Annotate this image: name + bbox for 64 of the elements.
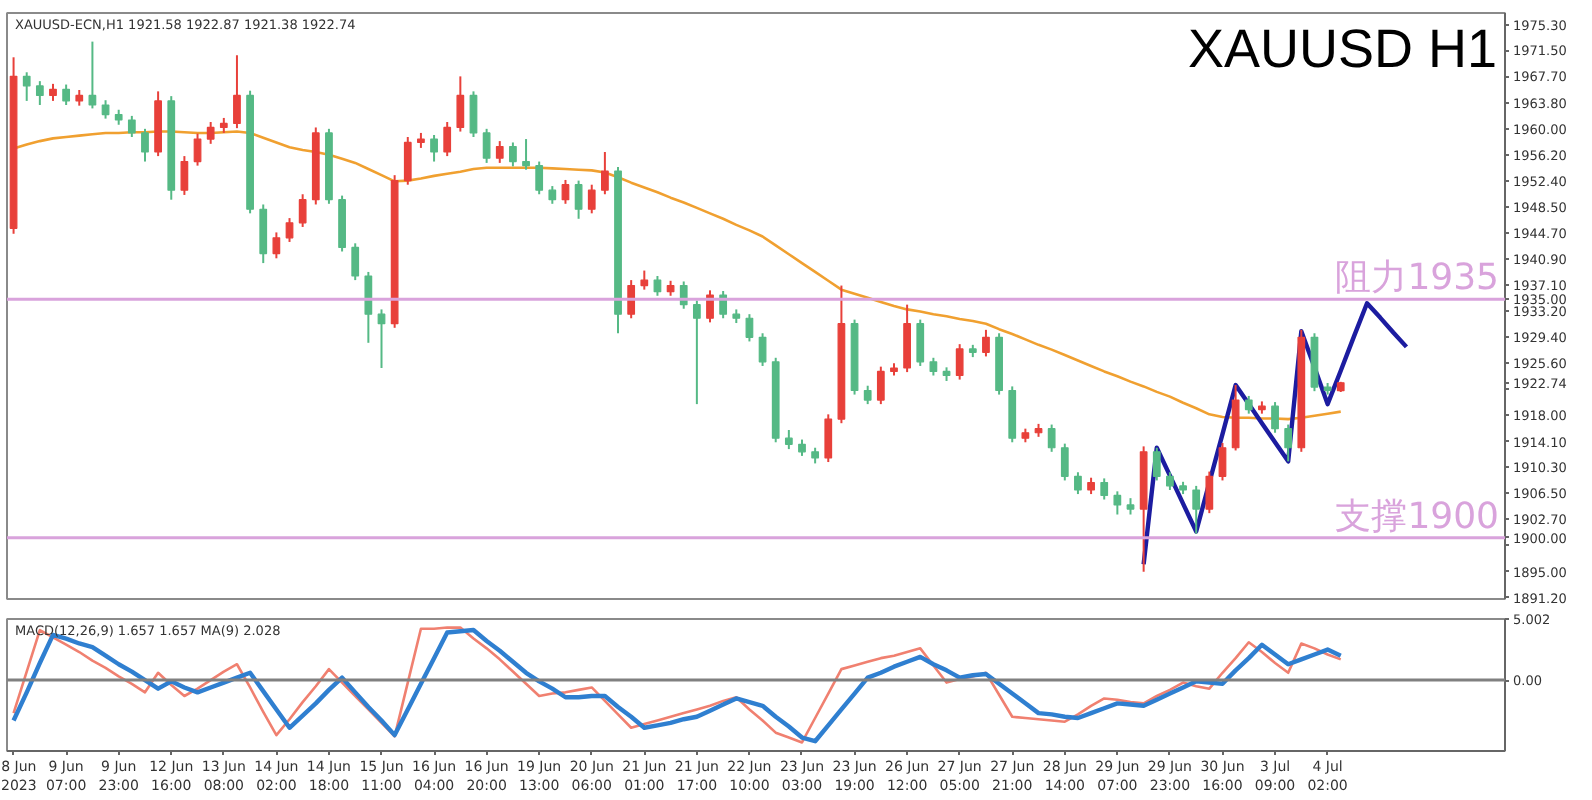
ref-line-label: 阻力1935 bbox=[1335, 257, 1500, 300]
candlestick bbox=[298, 193, 307, 228]
candlestick bbox=[233, 54, 241, 130]
candlestick bbox=[784, 429, 793, 451]
candlestick bbox=[88, 40, 97, 110]
candlestick bbox=[574, 179, 583, 220]
candlestick bbox=[1060, 442, 1069, 482]
candlestick bbox=[522, 138, 530, 171]
candlestick bbox=[101, 99, 110, 120]
candlestick bbox=[443, 121, 452, 158]
candlestick bbox=[587, 183, 596, 215]
candlestick bbox=[403, 136, 412, 186]
candlestick bbox=[561, 178, 570, 205]
candlestick bbox=[22, 71, 31, 102]
candlestick bbox=[509, 141, 517, 168]
candlestick bbox=[903, 303, 911, 374]
candlestick bbox=[35, 80, 44, 106]
candlestick bbox=[863, 384, 872, 406]
candlestick bbox=[430, 133, 438, 163]
chart-title: XAUUSD H1 bbox=[1187, 19, 1498, 79]
candlestick bbox=[141, 127, 149, 163]
candlestick bbox=[1008, 385, 1017, 444]
candlestick bbox=[127, 114, 136, 139]
candlestick bbox=[338, 194, 346, 253]
candlestick bbox=[259, 203, 268, 265]
candlestick bbox=[495, 140, 504, 164]
line-series bbox=[1141, 301, 1409, 567]
candlestick bbox=[627, 279, 636, 320]
candlestick bbox=[193, 132, 202, 167]
candlestick bbox=[1284, 423, 1293, 463]
candlestick bbox=[640, 269, 649, 291]
candlestick bbox=[272, 231, 281, 260]
candlestick bbox=[916, 318, 925, 367]
candlestick bbox=[745, 313, 754, 343]
candlestick bbox=[1271, 401, 1279, 434]
candlestick bbox=[285, 217, 294, 243]
candlestick bbox=[469, 90, 478, 139]
candlestick bbox=[1113, 490, 1122, 516]
ref-line-label: 支撑1900 bbox=[1335, 495, 1500, 538]
candlestick bbox=[1074, 471, 1082, 496]
candlestick bbox=[456, 75, 465, 133]
candlestick bbox=[1047, 423, 1056, 453]
candlestick bbox=[351, 242, 360, 282]
candlestick bbox=[62, 83, 71, 106]
candlestick bbox=[364, 270, 373, 344]
candlestick bbox=[706, 289, 714, 324]
candlestick bbox=[1231, 384, 1240, 452]
candlestick bbox=[206, 121, 215, 145]
candlestick bbox=[876, 365, 885, 406]
candlestick bbox=[955, 343, 964, 381]
candlestick bbox=[1152, 446, 1161, 482]
candlestick bbox=[824, 413, 833, 464]
candlestick bbox=[1205, 470, 1214, 515]
candlestick bbox=[1192, 484, 1201, 535]
candlestick bbox=[535, 160, 544, 196]
candlestick bbox=[1100, 477, 1109, 501]
candlestick bbox=[653, 275, 662, 297]
candlestick bbox=[692, 299, 701, 406]
candlestick bbox=[180, 155, 189, 196]
candlestick bbox=[601, 151, 609, 196]
candlestick bbox=[1218, 441, 1227, 482]
candlestick bbox=[758, 332, 767, 367]
candlestick bbox=[982, 328, 990, 358]
candlestick bbox=[482, 127, 491, 164]
